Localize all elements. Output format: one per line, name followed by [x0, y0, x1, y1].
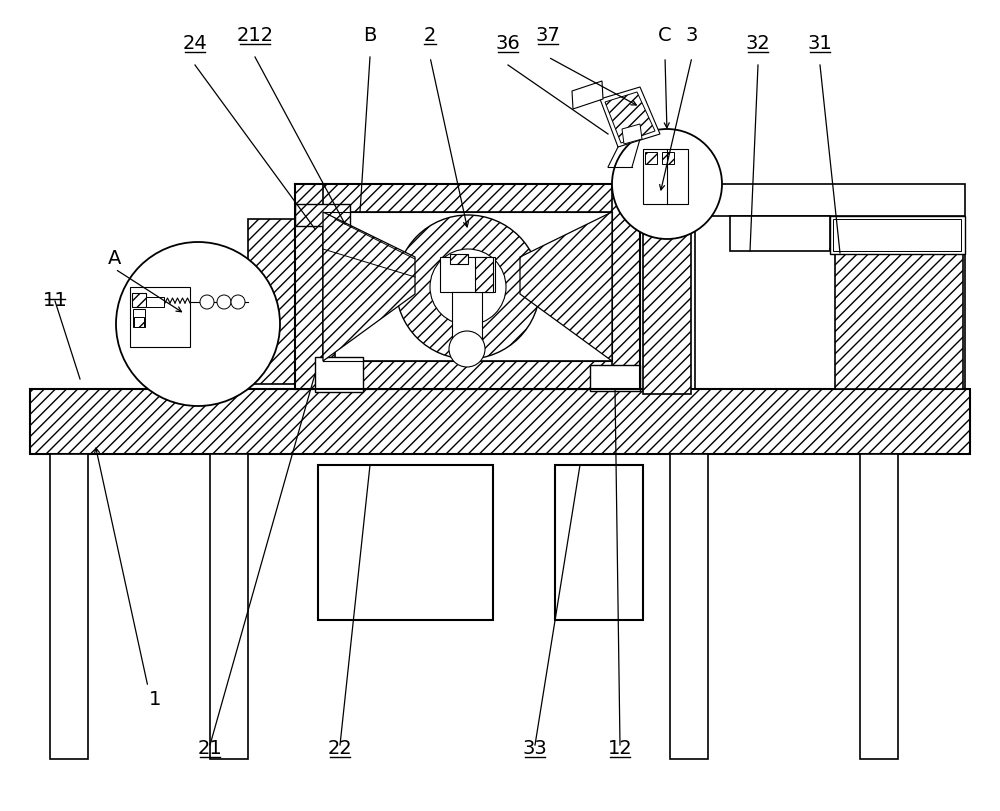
Polygon shape: [323, 212, 415, 362]
Text: 3: 3: [686, 26, 698, 45]
Bar: [146, 298, 164, 307]
Text: 2: 2: [424, 26, 436, 45]
Bar: [730, 217, 830, 251]
Bar: [50, 454, 88, 759]
Text: 11: 11: [43, 290, 67, 309]
Polygon shape: [520, 212, 612, 362]
Bar: [860, 454, 898, 759]
Circle shape: [430, 250, 506, 325]
Bar: [295, 204, 350, 227]
Bar: [210, 454, 248, 759]
Bar: [30, 389, 970, 454]
Circle shape: [231, 296, 245, 310]
Bar: [612, 185, 640, 389]
Circle shape: [217, 296, 231, 310]
Text: B: B: [363, 26, 377, 45]
Circle shape: [396, 216, 540, 359]
Polygon shape: [572, 82, 603, 109]
Bar: [295, 185, 640, 212]
Bar: [134, 318, 144, 328]
Polygon shape: [622, 125, 642, 145]
Text: 12: 12: [608, 738, 632, 757]
Text: 33: 33: [523, 738, 547, 757]
Text: 22: 22: [328, 738, 352, 757]
Bar: [835, 250, 963, 389]
Text: 1: 1: [149, 689, 161, 709]
Text: A: A: [108, 248, 122, 267]
Bar: [643, 150, 688, 204]
Bar: [315, 358, 363, 393]
Circle shape: [116, 242, 280, 406]
Text: 24: 24: [183, 34, 207, 53]
Bar: [450, 255, 468, 264]
Bar: [670, 454, 708, 759]
Circle shape: [200, 296, 214, 310]
Text: C: C: [658, 26, 672, 45]
Text: 37: 37: [536, 26, 560, 45]
Bar: [130, 288, 190, 348]
Text: 21: 21: [198, 738, 222, 757]
Bar: [662, 152, 674, 165]
Text: 32: 32: [746, 34, 770, 53]
Text: 31: 31: [808, 34, 832, 53]
Bar: [645, 152, 657, 165]
Bar: [555, 466, 643, 620]
Text: 212: 212: [236, 26, 274, 45]
Bar: [295, 362, 640, 389]
Bar: [133, 310, 145, 328]
Bar: [475, 258, 493, 293]
Bar: [452, 293, 482, 348]
Bar: [295, 185, 323, 389]
Bar: [440, 258, 495, 293]
Polygon shape: [248, 220, 335, 384]
Bar: [643, 185, 691, 394]
Polygon shape: [600, 88, 660, 148]
Bar: [318, 466, 493, 620]
Bar: [132, 294, 146, 307]
Bar: [830, 217, 965, 255]
Polygon shape: [605, 93, 655, 144]
Text: 36: 36: [496, 34, 520, 53]
Bar: [590, 366, 640, 392]
Bar: [695, 185, 965, 217]
Circle shape: [449, 332, 485, 367]
Circle shape: [612, 130, 722, 240]
Bar: [833, 220, 961, 251]
